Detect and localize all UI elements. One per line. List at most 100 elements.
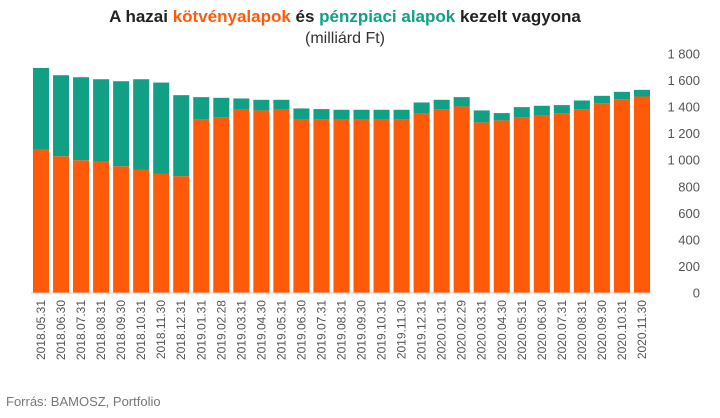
x-tick-label: 2019.11.30 [395, 300, 409, 359]
bar-bond-funds [613, 99, 630, 293]
bar-money-market-funds [453, 97, 470, 107]
y-tick-label: 1 200 [667, 126, 700, 141]
bar-bond-funds [333, 119, 350, 293]
bar-money-market-funds [273, 99, 290, 110]
bar-bond-funds [253, 110, 270, 294]
bar-bond-funds [413, 113, 430, 293]
x-tick-label: 2020.11.30 [635, 300, 649, 359]
bar-money-market-funds [573, 100, 590, 110]
x-tick-label: 2019.06.30 [294, 300, 308, 360]
bar-money-market-funds [333, 109, 350, 120]
bar-bond-funds [453, 106, 470, 293]
x-tick-label: 2018.07.31 [74, 300, 88, 360]
x-tick-label: 2018.05.31 [34, 300, 48, 360]
x-tick-label: 2019.10.31 [375, 300, 389, 360]
bar-money-market-funds [213, 97, 230, 118]
bar-money-market-funds [373, 109, 390, 120]
bar-money-market-funds [593, 95, 610, 104]
bar-bond-funds [633, 96, 650, 294]
bar-money-market-funds [133, 79, 150, 170]
x-tick-label: 2019.04.30 [254, 300, 268, 360]
x-tick-label: 2019.01.31 [194, 300, 208, 360]
x-tick-label: 2019.05.31 [274, 300, 288, 360]
y-tick-label: 0 [693, 286, 700, 301]
bar-bond-funds [93, 161, 110, 293]
title-part-3: és [290, 7, 320, 26]
x-tick-label: 2020.01.31 [435, 300, 449, 360]
bar-money-market-funds [353, 109, 370, 120]
bar-bond-funds [353, 119, 370, 293]
bar-bond-funds [593, 103, 610, 293]
bar-bond-funds [33, 149, 50, 293]
x-tick-label: 2020.07.31 [555, 300, 569, 360]
bar-bond-funds [573, 109, 590, 293]
bar-bond-funds [393, 119, 410, 293]
bar-money-market-funds [613, 91, 630, 100]
x-tick-label: 2020.06.30 [535, 300, 549, 360]
bar-bond-funds [213, 117, 230, 293]
bar-money-market-funds [533, 105, 550, 116]
source-note: Forrás: BAMOSZ, Portfolio [6, 394, 161, 409]
y-tick-label: 1 000 [667, 153, 700, 168]
x-tick-label: 2019.02.28 [214, 300, 228, 360]
bar-bond-funds [73, 160, 90, 293]
title-bond-funds: kötvényalapok [172, 7, 291, 26]
bar-bond-funds [313, 119, 330, 293]
bar-money-market-funds [153, 82, 170, 174]
bar-bond-funds [473, 122, 490, 293]
bar-bond-funds [533, 115, 550, 294]
bar-bond-funds [373, 119, 390, 293]
bar-bond-funds [133, 169, 150, 293]
x-tick-label: 2020.03.31 [475, 300, 489, 360]
bar-money-market-funds [173, 95, 190, 177]
bar-money-market-funds [93, 79, 110, 162]
x-tick-label: 2020.05.31 [515, 300, 529, 360]
bar-money-market-funds [433, 99, 450, 110]
bar-money-market-funds [293, 108, 310, 120]
x-tick-label: 2018.12.31 [174, 300, 188, 360]
bar-money-market-funds [253, 99, 270, 111]
bar-bond-funds [113, 166, 130, 293]
x-tick-label: 2020.08.31 [575, 300, 589, 360]
x-tick-label: 2018.11.30 [154, 300, 168, 359]
y-tick-label: 1 400 [667, 100, 700, 115]
x-tick-label: 2018.09.30 [114, 300, 128, 360]
bar-money-market-funds [473, 110, 490, 123]
bar-money-market-funds [553, 105, 570, 114]
x-tick-label: 2018.08.31 [94, 300, 108, 360]
bar-money-market-funds [53, 75, 70, 157]
x-tick-label: 2019.08.31 [335, 300, 349, 360]
bar-bond-funds [53, 156, 70, 293]
bar-bond-funds [273, 109, 290, 294]
x-tick-label: 2020.02.29 [455, 300, 469, 360]
bar-bond-funds [293, 119, 310, 293]
bar-money-market-funds [393, 109, 410, 120]
bar-money-market-funds [313, 109, 330, 120]
bar-bond-funds [153, 173, 170, 293]
x-tick-label: 2020.04.30 [495, 300, 509, 360]
bar-money-market-funds [513, 107, 530, 118]
x-tick-label: 2018.06.30 [54, 300, 68, 360]
bar-bond-funds [173, 176, 190, 293]
x-tick-label: 2019.03.31 [234, 300, 248, 360]
bar-bond-funds [513, 117, 530, 293]
y-tick-label: 1 800 [667, 47, 700, 62]
x-tick-label: 2019.09.30 [355, 300, 369, 360]
x-tick-label: 2019.12.31 [415, 300, 429, 360]
bar-money-market-funds [633, 89, 650, 97]
bar-bond-funds [433, 109, 450, 293]
x-tick-label: 2018.10.31 [134, 300, 148, 360]
bar-money-market-funds [113, 81, 130, 167]
x-tick-label: 2020.09.30 [595, 300, 609, 360]
bar-money-market-funds [73, 77, 90, 161]
y-tick-label: 400 [678, 232, 700, 247]
chart-subtitle: (milliárd Ft) [305, 30, 385, 47]
bar-money-market-funds [413, 102, 430, 114]
bar-money-market-funds [233, 98, 250, 110]
bar-bond-funds [193, 119, 210, 293]
bar-bond-funds [493, 120, 510, 293]
y-tick-label: 1 600 [667, 73, 700, 88]
chart-title: A hazai kötvényalapok és pénzpiaci alapo… [0, 6, 690, 28]
bar-money-market-funds [493, 113, 510, 121]
